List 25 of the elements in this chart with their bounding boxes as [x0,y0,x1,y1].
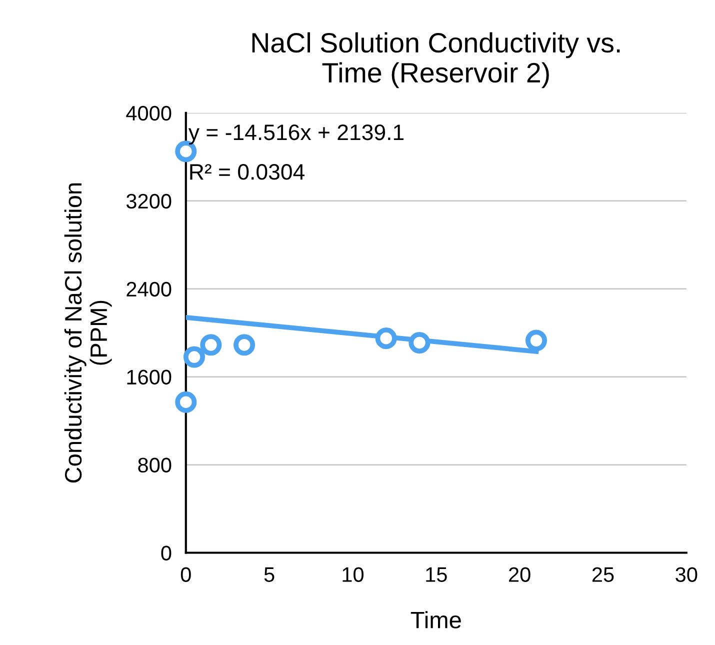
y-axis-title: Conductivity of NaCl solution (PPM) [64,183,112,483]
point [183,346,206,368]
y-tick-label: 2400 [126,282,172,297]
y-tick-label: 3200 [126,194,172,209]
x-tick-label: 5 [264,567,274,582]
y-tick-label: 1600 [127,370,172,385]
x-axis-title: Time [410,611,461,628]
point [175,391,197,413]
x-tick-label: 25 [592,567,614,582]
x-tick-label: 10 [342,567,364,582]
point [408,332,430,354]
x-tick-label: 20 [509,567,530,582]
annotation: y = -14.516x + 2139.1 [188,124,404,145]
point [234,334,256,356]
point [375,328,397,350]
x-tick-label: 0 [180,567,191,582]
chart-title: NaCl Solution Conductivity vs. Time (Reservoir 2) [252,32,620,88]
point [525,330,548,352]
y-tick-label: 4000 [126,106,172,121]
x-tick-label: 15 [426,567,447,582]
annotation: R² = 0.0304 [190,164,304,180]
y-tick-label: 0 [161,546,172,561]
y-tick-label: 800 [138,458,172,473]
x-tick-label: 30 [676,567,698,582]
point [200,334,222,356]
